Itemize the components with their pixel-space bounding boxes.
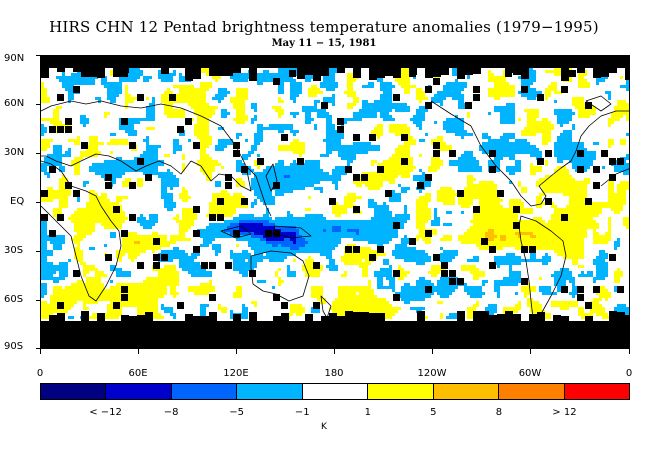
lon-label-0: 0 [36, 368, 44, 379]
color-scale-bar [40, 383, 630, 400]
color-scale-swatch [106, 384, 172, 399]
lon-label-60e: 60E [128, 368, 148, 379]
x-tick [530, 349, 531, 354]
color-scale-label: < −12 [89, 407, 122, 418]
x-tick [629, 349, 630, 354]
y-tick [36, 104, 40, 105]
color-scale-swatch [368, 384, 434, 399]
x-tick [334, 349, 335, 354]
lat-label-60s: 60S [4, 294, 24, 305]
lat-label-90s: 90S [4, 341, 24, 352]
lat-label-eq: EQ [10, 196, 25, 207]
y-tick [36, 55, 40, 56]
x-tick [40, 349, 41, 354]
lon-label-120w: 120W [417, 368, 447, 379]
lat-label-60n: 60N [4, 98, 25, 109]
anomaly-field [41, 64, 629, 319]
x-tick [236, 349, 237, 354]
color-scale-swatch [237, 384, 303, 399]
color-scale-label: −1 [294, 407, 310, 418]
map-title: HIRS CHN 12 Pentad brightness temperatur… [49, 18, 599, 36]
missing-data-cells [41, 56, 629, 348]
color-scale-label: 5 [430, 407, 437, 418]
color-scale-label: −5 [229, 407, 245, 418]
color-scale-label: 8 [495, 407, 503, 418]
anomaly-map-canvas [41, 56, 629, 348]
lat-label-90n: 90N [4, 53, 25, 64]
color-scale-swatch [499, 384, 565, 399]
color-scale-swatch [171, 384, 238, 399]
y-tick [36, 251, 40, 252]
unit-label: K [321, 422, 327, 432]
color-scale-swatch [564, 384, 629, 399]
x-tick [138, 349, 139, 354]
color-scale-swatch [302, 384, 369, 399]
x-tick [432, 349, 433, 354]
coastlines [41, 95, 629, 319]
color-scale-swatch [433, 384, 500, 399]
y-tick [36, 202, 40, 203]
lon-label-60w: 60W [518, 368, 542, 379]
y-tick [36, 300, 40, 301]
lat-label-30n: 30N [4, 147, 25, 158]
lat-label-30s: 30S [4, 245, 24, 256]
y-tick [36, 348, 40, 349]
anomaly-map [40, 55, 630, 349]
color-scale-label: −8 [163, 407, 179, 418]
map-subtitle: May 11 − 15, 1981 [271, 38, 377, 49]
lon-label-0-end: 0 [625, 368, 633, 379]
color-scale-label: > 12 [552, 407, 577, 418]
color-scale-swatch [41, 384, 107, 399]
lon-label-180: 180 [324, 368, 344, 379]
lon-label-120e: 120E [223, 368, 249, 379]
color-scale-label: 1 [364, 407, 371, 418]
y-tick [36, 153, 40, 154]
